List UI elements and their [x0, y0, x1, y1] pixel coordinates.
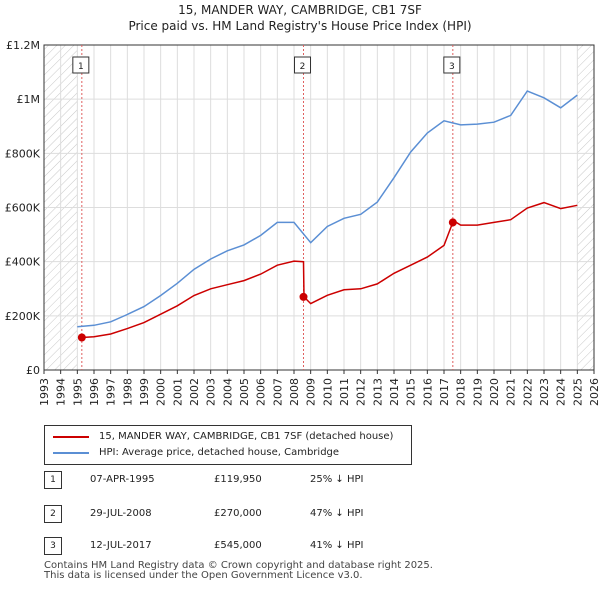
- x-tick-label: 2021: [505, 378, 518, 406]
- sale-price: £119,950: [214, 474, 262, 485]
- sale-price: £270,000: [214, 508, 262, 519]
- x-tick-label: 1998: [121, 378, 134, 406]
- x-tick-label: 2008: [288, 378, 301, 406]
- footer-licence: This data is licensed under the Open Gov…: [44, 570, 363, 581]
- chart-legend: 15, MANDER WAY, CAMBRIDGE, CB1 7SF (deta…: [44, 425, 412, 465]
- x-tick-label: 1996: [88, 378, 101, 406]
- x-tick-label: 2022: [521, 378, 534, 406]
- sale-marker-label-3: 3: [449, 62, 455, 72]
- series-line-hpi: [77, 90, 578, 328]
- sale-hpi-diff: 25% ↓ HPI: [310, 474, 364, 485]
- sale-marker-label-1: 1: [78, 62, 84, 72]
- plot-frame: [43, 44, 595, 371]
- x-tick-label: 2024: [555, 378, 568, 406]
- sale-date: 07-APR-1995: [90, 474, 155, 485]
- x-tick-label: 1995: [71, 378, 84, 406]
- x-tick-label: 2002: [188, 378, 201, 406]
- table-row: 1 07-APR-1995 £119,950 25% ↓ HPI: [44, 470, 444, 490]
- legend-swatch-hpi: [53, 452, 89, 454]
- x-tick-label: 2016: [421, 378, 434, 406]
- y-tick-label: £200K: [5, 310, 41, 323]
- y-tick-label: £800K: [5, 147, 41, 160]
- x-tick-label: 2009: [305, 378, 318, 406]
- sale-date: 29-JUL-2008: [90, 508, 152, 519]
- legend-label-property: 15, MANDER WAY, CAMBRIDGE, CB1 7SF (deta…: [99, 431, 394, 442]
- x-tick-label: 1999: [138, 378, 151, 406]
- x-tick-label: 1993: [38, 378, 51, 406]
- sale-marker-box-3: [443, 56, 461, 74]
- y-tick-label: £600K: [5, 202, 41, 215]
- table-row: 3 12-JUL-2017 £545,000 41% ↓ HPI: [44, 536, 444, 556]
- x-tick-label: 2007: [271, 378, 284, 406]
- chart-subtitle: Price paid vs. HM Land Registry's House …: [128, 19, 472, 33]
- x-tick-label: 2023: [538, 378, 551, 406]
- legend-swatch-property: [53, 436, 89, 438]
- x-tick-label: 1997: [105, 378, 118, 406]
- footer: Contains HM Land Registry data © Crown c…: [44, 561, 433, 581]
- x-tick-label: 2015: [405, 378, 418, 406]
- sale-marker-3: 3: [44, 537, 62, 555]
- sale-marker-box-1: [72, 56, 90, 74]
- x-tick-label: 2026: [588, 378, 600, 406]
- x-tick-label: 2011: [338, 378, 351, 406]
- x-tick-label: 2012: [355, 378, 368, 406]
- footer-copyright: Contains HM Land Registry data © Crown c…: [44, 560, 433, 571]
- y-tick-label: £1M: [17, 93, 41, 106]
- sale-point-3: [448, 218, 457, 227]
- x-tick-label: 1994: [55, 378, 68, 406]
- sale-hpi-diff: 47% ↓ HPI: [310, 508, 364, 519]
- legend-label-hpi: HPI: Average price, detached house, Camb…: [99, 447, 340, 458]
- sale-date: 12-JUL-2017: [90, 540, 152, 551]
- chart-title: 15, MANDER WAY, CAMBRIDGE, CB1 7SF: [178, 3, 422, 17]
- y-tick-label: £1.2M: [6, 39, 40, 52]
- x-tick-label: 2019: [471, 378, 484, 406]
- sale-point-1: [77, 333, 86, 342]
- x-tick-label: 2005: [238, 378, 251, 406]
- table-row: 2 29-JUL-2008 £270,000 47% ↓ HPI: [44, 504, 444, 524]
- sale-marker-label-2: 2: [300, 62, 306, 72]
- sale-point-2: [299, 292, 308, 301]
- x-tick-label: 2013: [371, 378, 384, 406]
- x-tick-label: 2020: [488, 378, 501, 406]
- sale-hpi-diff: 41% ↓ HPI: [310, 540, 364, 551]
- x-tick-label: 2003: [205, 378, 218, 406]
- x-tick-label: 2018: [455, 378, 468, 406]
- x-tick-label: 2006: [255, 378, 268, 406]
- x-tick-label: 2017: [438, 378, 451, 406]
- x-tick-label: 2025: [571, 378, 584, 406]
- x-tick-label: 2004: [221, 378, 234, 406]
- x-tick-label: 2010: [321, 378, 334, 406]
- sale-price: £545,000: [214, 540, 262, 551]
- sale-marker-2: 2: [44, 505, 62, 523]
- y-tick-label: £0: [26, 364, 40, 377]
- y-tick-label: £400K: [5, 256, 41, 269]
- series-line-property: [81, 201, 578, 339]
- x-tick-label: 2000: [155, 378, 168, 406]
- sale-marker-box-2: [294, 56, 311, 74]
- sale-marker-1: 1: [44, 471, 62, 489]
- x-tick-label: 2014: [388, 378, 401, 406]
- x-tick-label: 2001: [171, 378, 184, 406]
